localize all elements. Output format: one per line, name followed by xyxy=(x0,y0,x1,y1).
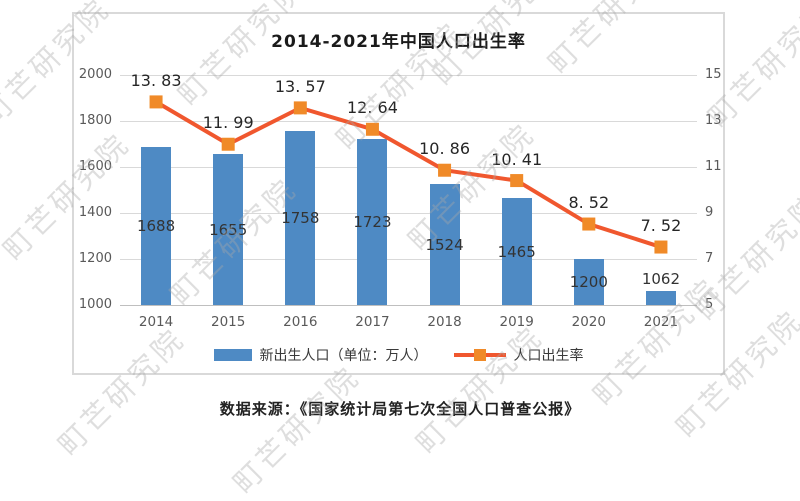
gridline xyxy=(120,212,697,214)
legend-bar-label: 新出生人口（单位：万人） xyxy=(259,348,428,364)
bar-2018 xyxy=(429,184,460,305)
line-marker xyxy=(149,95,163,109)
left-axis-tick-label: 1000 xyxy=(78,297,112,312)
watermark-text: 町芒研究院 xyxy=(226,359,367,500)
line-marker xyxy=(293,101,307,115)
legend-item-birth-rate: 人口出生率 xyxy=(453,345,584,365)
birth-rate-line xyxy=(149,95,668,254)
gridline xyxy=(120,166,697,168)
bar-value-label: 1758 xyxy=(281,208,320,227)
right-axis-tick-label: 5 xyxy=(705,297,714,312)
source-text: 数据来源：《国家统计局第七次全国人口普查公报》 xyxy=(219,400,581,418)
line-marker xyxy=(365,122,379,136)
legend-line-label: 人口出生率 xyxy=(513,348,584,364)
bar-value-label: 1524 xyxy=(425,235,464,254)
x-axis-label: 2021 xyxy=(643,314,679,330)
gridline xyxy=(120,258,697,260)
left-axis-tick-label: 1200 xyxy=(78,251,112,266)
right-axis-tick-label: 7 xyxy=(705,251,714,266)
bar-2019 xyxy=(501,198,532,305)
line-marker xyxy=(510,174,524,188)
line-series-swatch xyxy=(453,349,506,361)
chart-container: 2014-2021年中国人口出生率 2000 15 1800 13 1600 11 1400… xyxy=(72,12,725,375)
bar-2021 xyxy=(645,290,676,305)
chart-title: 2014-2021年中国人口出生率 xyxy=(271,32,526,52)
left-axis-tick-label: 1400 xyxy=(78,205,112,220)
rate-value-label: 11. 99 xyxy=(202,113,254,133)
bar-value-label: 1655 xyxy=(209,220,248,239)
bar-value-label: 1465 xyxy=(497,242,536,261)
left-axis-tick-label: 1800 xyxy=(78,113,112,128)
rate-value-label: 12. 64 xyxy=(346,98,398,118)
gridline xyxy=(120,120,697,122)
line-marker xyxy=(654,240,668,254)
x-axis-label: 2018 xyxy=(427,314,462,330)
line-marker xyxy=(438,163,452,177)
bar-2017 xyxy=(357,138,388,305)
bar-2016 xyxy=(285,130,316,305)
right-axis-tick-label: 13 xyxy=(705,113,722,128)
line-marker-swatch xyxy=(473,349,486,361)
rate-value-label: 7. 52 xyxy=(640,216,682,236)
x-axis-label: 2014 xyxy=(138,314,174,330)
bar-2015 xyxy=(213,154,244,305)
x-axis-label: 2019 xyxy=(499,314,534,330)
right-axis-tick-label: 15 xyxy=(705,67,722,82)
gridline xyxy=(120,74,697,76)
right-axis-tick-label: 11 xyxy=(705,159,722,174)
rate-value-label: 10. 41 xyxy=(491,149,543,169)
rate-value-label: 8. 52 xyxy=(568,193,610,213)
left-axis-tick-label: 2000 xyxy=(78,67,112,82)
left-axis-tick-label: 1600 xyxy=(78,159,112,174)
bar-2020 xyxy=(573,259,604,305)
line-marker xyxy=(582,217,596,231)
x-axis-label: 2017 xyxy=(355,314,390,330)
line-marker xyxy=(221,137,235,151)
right-axis-tick-label: 9 xyxy=(705,205,714,220)
legend: 新出生人口（单位：万人） 人口出生率 xyxy=(74,346,723,364)
x-axis-label: 2015 xyxy=(211,314,246,330)
bar-2014 xyxy=(141,146,172,305)
bar-series-swatch xyxy=(213,349,252,361)
rate-value-label: 10. 86 xyxy=(419,139,470,159)
bar-value-label: 1200 xyxy=(569,273,608,291)
plot-area: 2000 15 1800 13 1600 11 1400 9 1200 7 1000 5 1688 201… xyxy=(79,67,722,330)
bar-value-label: 1062 xyxy=(641,269,681,288)
x-axis-label: 2020 xyxy=(571,314,606,330)
gridline xyxy=(120,304,697,306)
rate-value-label: 13. 83 xyxy=(130,70,182,90)
rate-value-label: 13. 57 xyxy=(274,76,326,96)
x-axis-label: 2016 xyxy=(283,314,318,330)
bar-value-label: 1723 xyxy=(353,212,392,231)
legend-item-newborns: 新出生人口（单位：万人） xyxy=(213,345,428,365)
bar-value-label: 1688 xyxy=(136,216,176,235)
